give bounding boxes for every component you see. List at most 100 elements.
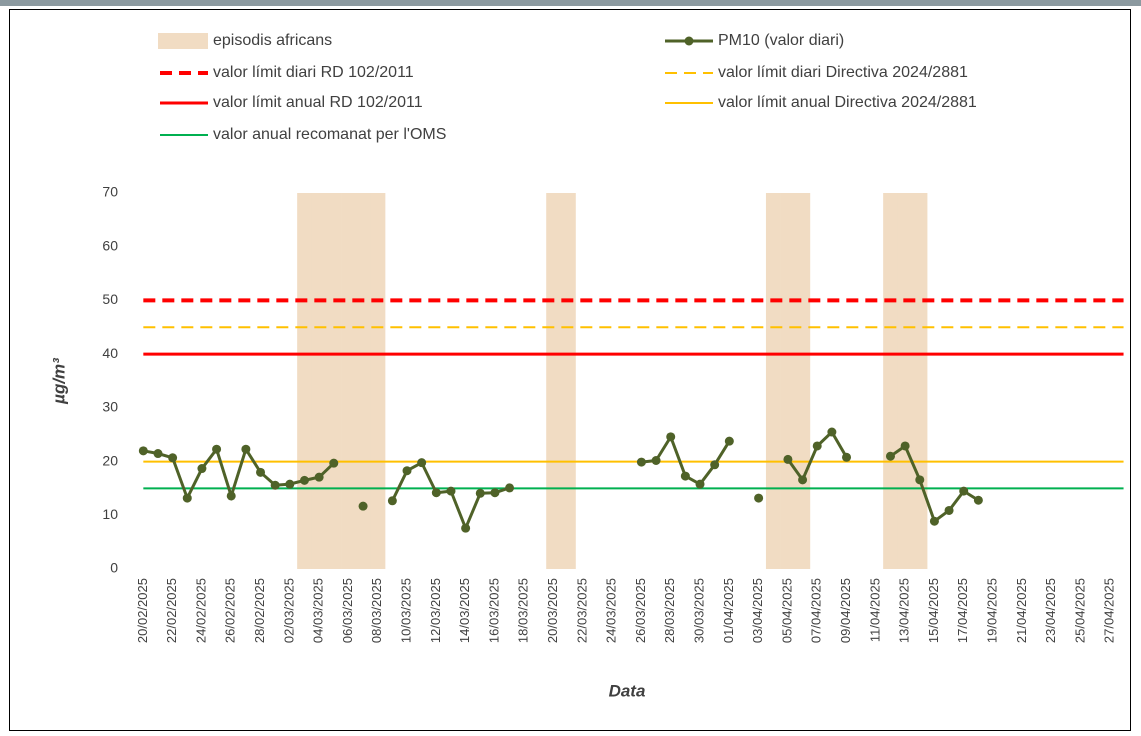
- x-tick-label: 03/04/2025: [750, 578, 765, 643]
- data-point: [680, 471, 690, 481]
- data-point: [900, 441, 910, 451]
- episode-bar: [883, 193, 899, 569]
- x-tick-label: 27/04/2025: [1102, 578, 1117, 643]
- data-point: [402, 466, 412, 476]
- x-tick-label: 20/03/2025: [545, 578, 560, 643]
- x-tick-label: 21/04/2025: [1014, 578, 1029, 643]
- x-tick-label: 28/03/2025: [662, 578, 677, 643]
- episode-bar: [897, 193, 913, 569]
- episode-bar: [326, 193, 342, 569]
- x-tick-label: 05/04/2025: [779, 578, 794, 643]
- data-point: [959, 486, 969, 496]
- episode-bar: [780, 193, 796, 569]
- data-point: [138, 446, 148, 456]
- data-point: [505, 483, 515, 493]
- data-point: [431, 488, 441, 498]
- episode-bar: [370, 193, 386, 569]
- data-point: [915, 475, 925, 485]
- episode-bar: [560, 193, 576, 569]
- data-point: [387, 496, 397, 506]
- data-point: [798, 475, 808, 485]
- x-tick-label: 23/04/2025: [1043, 578, 1058, 643]
- episode-bar: [546, 193, 562, 569]
- data-point: [490, 488, 500, 498]
- data-point: [724, 436, 734, 446]
- y-tick-label: 70: [102, 184, 118, 200]
- episode-bar: [795, 193, 811, 569]
- x-tick-label: 26/03/2025: [633, 578, 648, 643]
- data-point: [754, 493, 764, 503]
- x-tick-label: 06/03/2025: [340, 578, 355, 643]
- y-tick-label: 60: [102, 237, 118, 253]
- data-point: [651, 455, 661, 465]
- x-tick-label: 10/03/2025: [398, 578, 413, 643]
- data-point: [783, 454, 793, 464]
- episode-bar: [341, 193, 357, 569]
- data-point: [666, 432, 676, 442]
- x-tick-label: 30/03/2025: [691, 578, 706, 643]
- x-tick-label: 24/03/2025: [604, 578, 619, 643]
- y-tick-label: 30: [102, 399, 118, 415]
- x-tick-label: 22/02/2025: [164, 578, 179, 643]
- data-point: [944, 505, 954, 515]
- data-point: [182, 493, 192, 503]
- legend-label: valor límit diari RD 102/2011: [213, 64, 414, 81]
- y-tick-label: 20: [102, 452, 118, 468]
- x-tick-label: 24/02/2025: [193, 578, 208, 643]
- episode-bar: [311, 193, 327, 569]
- top-bar: [0, 0, 1141, 6]
- y-tick-label: 0: [110, 560, 118, 576]
- data-point: [241, 444, 251, 454]
- x-tick-label: 01/04/2025: [721, 578, 736, 643]
- episode-bar: [912, 193, 928, 569]
- x-tick-label: 07/04/2025: [809, 578, 824, 643]
- legend-label: episodis africans: [213, 32, 332, 49]
- data-point: [197, 464, 207, 474]
- x-tick-label: 13/04/2025: [897, 578, 912, 643]
- data-point: [973, 495, 983, 505]
- legend-swatch: [158, 33, 208, 49]
- legend-label: valor límit anual RD 102/2011: [213, 94, 423, 111]
- x-tick-label: 15/04/2025: [926, 578, 941, 643]
- data-point: [812, 441, 822, 451]
- x-tick-label: 08/03/2025: [369, 578, 384, 643]
- legend-label: valor límit anual Directiva 2024/2881: [718, 94, 977, 111]
- data-point: [827, 427, 837, 437]
- data-point: [446, 486, 456, 496]
- y-axis-title: µg/m³: [49, 357, 68, 405]
- y-tick-label: 10: [102, 506, 118, 522]
- y-tick-label: 50: [102, 291, 118, 307]
- x-tick-label: 22/03/2025: [574, 578, 589, 643]
- x-tick-label: 25/04/2025: [1072, 578, 1087, 643]
- data-point: [256, 467, 266, 477]
- x-tick-label: 02/03/2025: [281, 578, 296, 643]
- x-tick-label: 09/04/2025: [838, 578, 853, 643]
- data-point: [314, 472, 324, 482]
- legend-label: PM10 (valor diari): [718, 32, 844, 49]
- data-point: [475, 488, 485, 498]
- x-axis-title: Data: [609, 681, 646, 700]
- x-tick-label: 28/02/2025: [252, 578, 267, 643]
- data-point: [929, 516, 939, 526]
- x-tick-label: 26/02/2025: [223, 578, 238, 643]
- data-point: [710, 460, 720, 470]
- x-tick-label: 18/03/2025: [516, 578, 531, 643]
- episode-bar: [355, 193, 371, 569]
- data-point: [212, 444, 222, 454]
- data-point: [885, 451, 895, 461]
- data-point: [417, 458, 427, 468]
- data-point: [329, 458, 339, 468]
- data-point: [299, 475, 309, 485]
- episode-bar: [297, 193, 313, 569]
- data-point: [695, 479, 705, 489]
- data-point: [285, 479, 295, 489]
- legend-label: valor anual recomanat per l'OMS: [213, 126, 446, 143]
- x-tick-label: 12/03/2025: [428, 578, 443, 643]
- x-tick-label: 04/03/2025: [311, 578, 326, 643]
- data-point: [842, 452, 852, 462]
- x-tick-label: 19/04/2025: [984, 578, 999, 643]
- x-tick-label: 11/04/2025: [867, 578, 882, 642]
- data-point: [358, 501, 368, 511]
